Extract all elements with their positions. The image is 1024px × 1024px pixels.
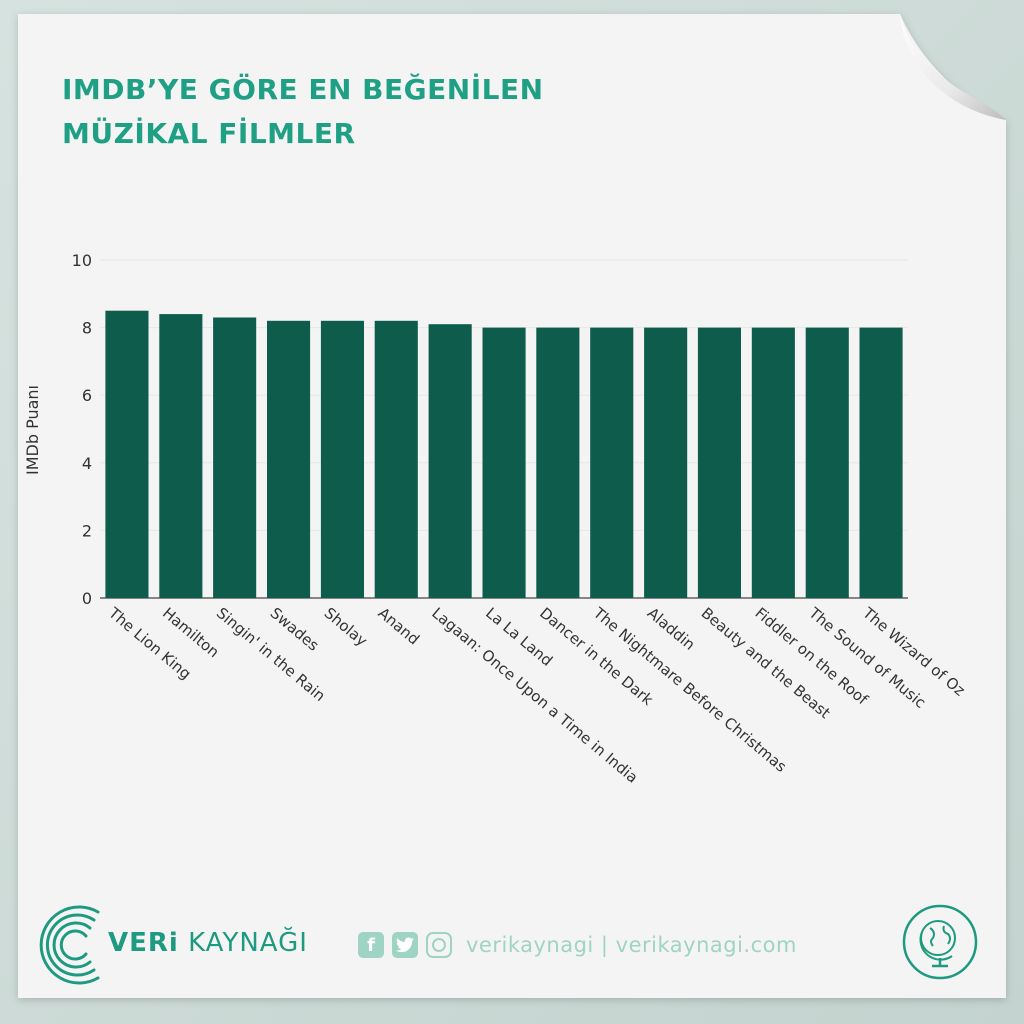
- y-tick-label: 6: [82, 386, 92, 405]
- brand-logo-icon: [39, 905, 100, 985]
- bar: [482, 327, 526, 598]
- twitter-icon[interactable]: [392, 932, 418, 958]
- y-tick-label: 2: [82, 521, 92, 540]
- bar: [105, 310, 149, 598]
- bar: [644, 327, 688, 598]
- y-tick-label: 10: [72, 251, 92, 270]
- x-tick-label: Sholay: [321, 604, 371, 650]
- x-tick-label: The Nightmare Before Christmas: [589, 603, 790, 776]
- bar: [213, 317, 257, 598]
- bar: [159, 314, 203, 598]
- facebook-icon[interactable]: f: [358, 932, 384, 958]
- bar: [536, 327, 580, 598]
- footer: VERi KAYNAĞI f verikaynagi | verikaynagi…: [0, 890, 1024, 1000]
- y-tick-label: 0: [82, 589, 92, 608]
- bar: [267, 320, 311, 598]
- y-tick-label: 4: [82, 454, 92, 473]
- bar: [428, 324, 472, 598]
- y-tick-label: 8: [82, 319, 92, 338]
- brand-name: VERi KAYNAĞI: [108, 928, 308, 958]
- page-title: IMDB’YE GÖRE EN BEĞENİLEN MÜZİKAL FİLMLE…: [62, 68, 762, 156]
- social-links: f verikaynagi | verikaynagi.com: [358, 932, 797, 958]
- brand-name-rest: KAYNAĞI: [178, 928, 308, 958]
- y-axis-label: IMDb Puanı: [23, 385, 42, 475]
- y-tick-labels: 0 2 4 6 8 10: [72, 251, 92, 608]
- bar: [697, 327, 741, 598]
- globe-icon: [902, 904, 978, 980]
- bar: [374, 320, 418, 598]
- bars: [105, 310, 903, 598]
- bar: [320, 320, 364, 598]
- bar: [590, 327, 634, 598]
- x-tick-label: Anand: [375, 604, 423, 649]
- bar: [751, 327, 795, 598]
- bar: [859, 327, 903, 598]
- instagram-icon[interactable]: [426, 932, 452, 958]
- title-line-2: MÜZİKAL FİLMLER: [62, 117, 356, 150]
- title-line-1: IMDB’YE GÖRE EN BEĞENİLEN: [62, 73, 544, 106]
- brand-name-bold: VERi: [108, 928, 179, 958]
- social-text[interactable]: verikaynagi | verikaynagi.com: [466, 933, 797, 957]
- bar: [805, 327, 849, 598]
